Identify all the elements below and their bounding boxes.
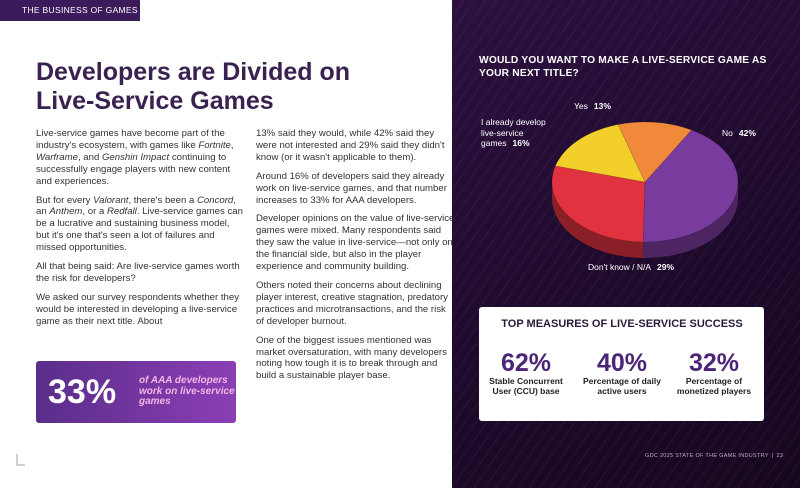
pie-side-0 [643, 182, 738, 258]
page-footer: GDC 2025 STATE OF THE GAME INDUSTRY | 23 [645, 453, 784, 459]
body-column-1: Live-service games have become part of t… [36, 128, 244, 335]
measures-card: TOP MEASURES OF LIVE-SERVICE SUCCESS 62%… [479, 307, 764, 421]
measure-label: Stable Concurrent User (CCU) base [489, 376, 563, 396]
pie-label-dontknow: Don't know / N/A 29% [588, 262, 675, 272]
pie-label-already: I already develop live-service games 16% [481, 117, 546, 148]
measure-label: Percentage of daily active users [583, 376, 661, 396]
paragraph: Around 16% of developers said they alrea… [256, 170, 447, 206]
paragraph: We asked our survey respondents whether … [36, 291, 240, 327]
pie-side-1 [552, 182, 644, 258]
section-tag: THE BUSINESS OF GAMES [0, 0, 140, 21]
pie-slice-2 [555, 124, 646, 183]
measure-value: 62% [500, 349, 552, 377]
pie-chart [551, 121, 739, 258]
measure-value: 40% [596, 349, 648, 377]
measure-ccu: 62% Stable Concurrent User (CCU) base [481, 349, 571, 396]
measure-label: Percentage of monetized players [676, 376, 752, 396]
callout-text: of AAA developers work on live-service g… [139, 375, 235, 407]
pie-slice-1 [551, 165, 646, 243]
aaa-callout: 33% of AAA developers work on live-servi… [36, 361, 236, 423]
paragraph: Live-service games have become part of t… [36, 128, 234, 187]
paragraph: Developer opinions on the value of live-… [256, 213, 455, 273]
chart-title: WOULD YOU WANT TO MAKE A LIVE-SERVICE GA… [479, 55, 767, 79]
paragraph: 13% said they would, while 42% said they… [256, 128, 445, 163]
measures-title: TOP MEASURES OF LIVE-SERVICE SUCCESS [501, 318, 743, 330]
measure-value: 32% [688, 349, 740, 377]
page-title: Developers are Divided on Live-Service G… [36, 58, 436, 116]
callout-number: 33% [48, 373, 117, 411]
pie-slice-0 [642, 129, 739, 243]
measure-monetized: 32% Percentage of monetized players [669, 349, 759, 396]
pie-label-yes: Yes 13% [574, 101, 611, 111]
paragraph: But for every Valorant, there's been a C… [36, 194, 243, 254]
pie-slice-3 [617, 121, 693, 183]
title-line-1: Developers are Divided on [36, 58, 351, 86]
pie-label-no: No 42% [722, 128, 756, 138]
title-line-2: Live-Service Games [36, 87, 274, 115]
paragraph: Others noted their concerns about declin… [256, 279, 448, 327]
publisher-logo-icon [16, 454, 25, 466]
measure-dau: 40% Percentage of daily active users [577, 349, 667, 396]
paragraph: All that being said: Are live-service ga… [36, 261, 240, 284]
body-column-2: 13% said they would, while 42% said they… [256, 128, 456, 389]
paragraph: One of the biggest issues mentioned was … [256, 334, 447, 382]
